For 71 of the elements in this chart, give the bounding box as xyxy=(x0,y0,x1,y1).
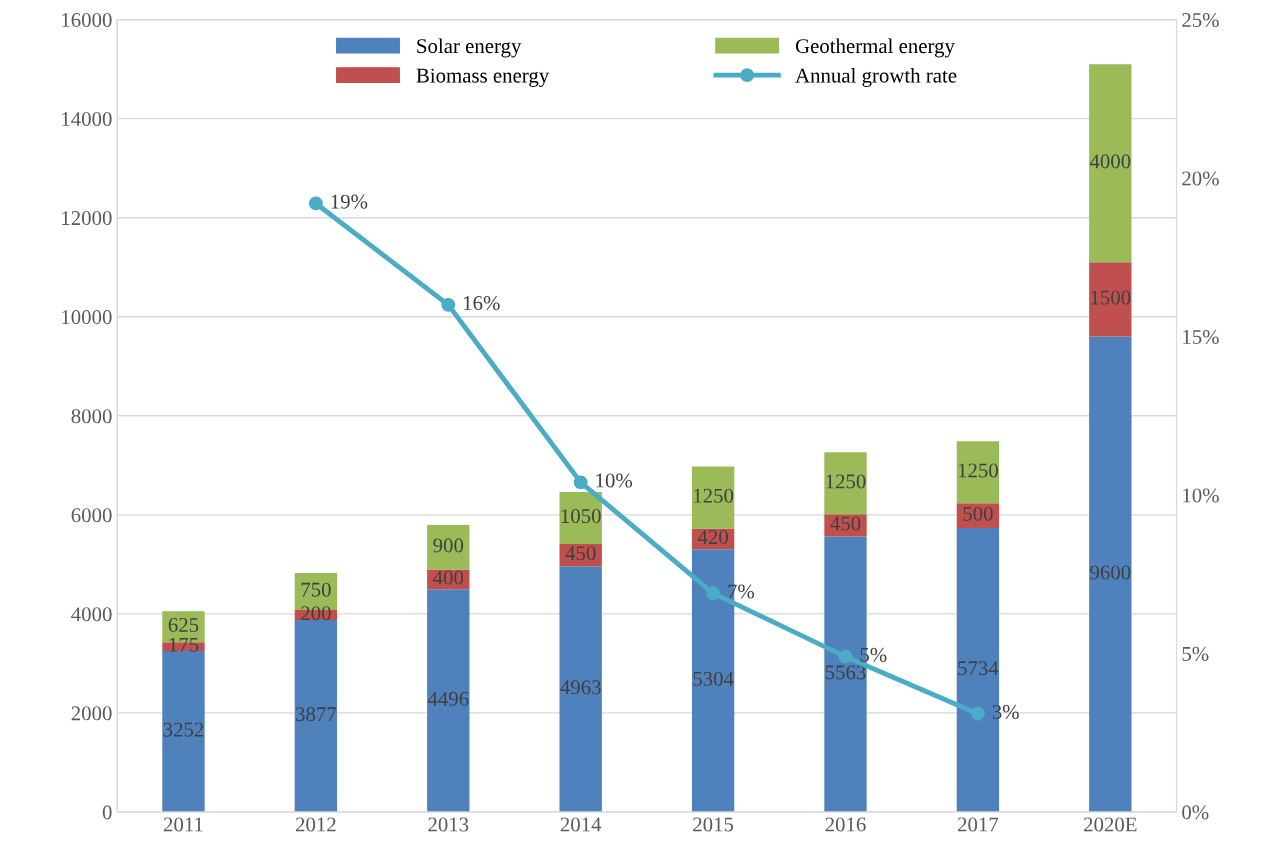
data-label: 16% xyxy=(464,296,500,311)
point xyxy=(441,297,456,312)
legend-label: Solar energy xyxy=(417,38,522,58)
point xyxy=(573,475,588,490)
data-label: 1050 xyxy=(561,509,601,524)
y2-tick-label: 5% xyxy=(1182,646,1209,661)
x-tick-label: 2011 xyxy=(163,817,203,832)
bar xyxy=(559,566,602,812)
data-label: 420 xyxy=(697,530,728,545)
y-tick-label: 4000 xyxy=(71,607,112,622)
data-label: 175 xyxy=(169,637,199,652)
data-label: 4963 xyxy=(560,680,601,695)
data-label: 625 xyxy=(168,617,199,632)
data-label: 3252 xyxy=(163,722,204,737)
data-label: 900 xyxy=(433,538,464,553)
data-label: 450 xyxy=(565,546,596,561)
data-label: 5563 xyxy=(825,665,866,680)
bar xyxy=(1089,64,1132,263)
legend-label: Geothermal energy xyxy=(795,38,955,58)
legend-label: Annual growth rate xyxy=(795,67,957,87)
data-label: 200 xyxy=(301,606,331,621)
data-label: 19% xyxy=(331,194,368,209)
x-tick-label: 2012 xyxy=(295,817,336,832)
bar xyxy=(162,650,205,812)
data-label: 4496 xyxy=(427,691,469,706)
data-label: 3877 xyxy=(296,707,337,722)
y-tick-label: 12000 xyxy=(62,211,112,226)
data-label: 5734 xyxy=(958,661,999,676)
data-label: 500 xyxy=(963,506,993,521)
data-label: 400 xyxy=(433,570,464,585)
y2-tick-label: 15% xyxy=(1183,329,1219,345)
bar xyxy=(1089,336,1132,812)
bar xyxy=(427,589,470,812)
x-tick-label: 2020E xyxy=(1084,817,1137,832)
point xyxy=(970,706,985,721)
y-tick-label: 0 xyxy=(102,805,112,820)
point xyxy=(308,196,323,211)
point xyxy=(706,586,721,601)
data-label: 1250 xyxy=(826,474,866,489)
data-label: 450 xyxy=(830,516,861,531)
y-tick-label: 14000 xyxy=(62,112,112,127)
y-tick-label: 10000 xyxy=(62,310,112,325)
legend-label: Biomass energy xyxy=(416,68,550,87)
y-tick-label: 16000 xyxy=(62,12,112,28)
y-tick-label: 2000 xyxy=(71,706,112,721)
x-tick-label: 2016 xyxy=(825,817,866,832)
bar xyxy=(956,441,1000,504)
bar xyxy=(1089,262,1132,337)
data-label: 750 xyxy=(301,582,331,597)
data-label: 1500 xyxy=(1091,290,1131,305)
bar xyxy=(824,452,867,515)
bar xyxy=(427,524,470,570)
y2-tick-label: 20% xyxy=(1182,171,1219,186)
y2-tick-label: 10% xyxy=(1183,488,1219,503)
x-tick-label: 2015 xyxy=(693,817,734,832)
y-tick-label: 6000 xyxy=(71,508,112,523)
y2-tick-label: 25% xyxy=(1182,12,1219,28)
x-tick-label: 2013 xyxy=(428,817,469,832)
data-label: 9600 xyxy=(1090,565,1131,580)
data-label: 4000 xyxy=(1089,154,1131,169)
x-tick-label: 2017 xyxy=(957,817,999,832)
data-label: 1250 xyxy=(958,463,998,478)
data-label: 1250 xyxy=(694,488,734,503)
bar xyxy=(294,619,338,812)
y2-tick-label: 0% xyxy=(1182,805,1209,820)
data-label: 5304 xyxy=(693,671,734,686)
y-tick-label: 8000 xyxy=(71,409,112,424)
x-tick-label: 2014 xyxy=(560,817,602,832)
point xyxy=(838,649,853,664)
bar xyxy=(691,466,735,529)
data-label: 10% xyxy=(596,473,633,488)
